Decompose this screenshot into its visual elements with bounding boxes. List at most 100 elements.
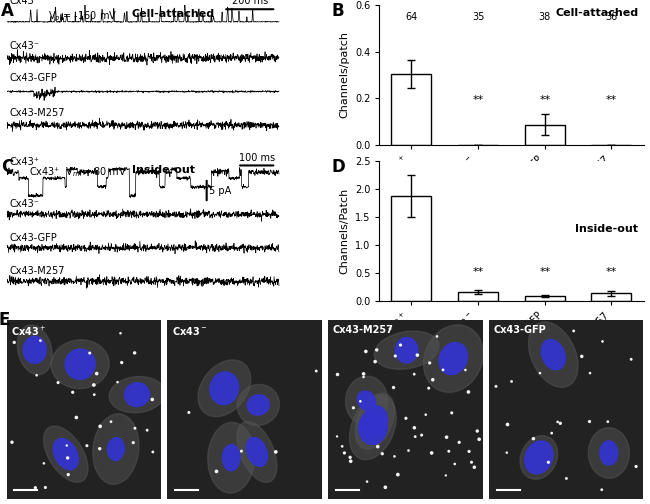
Point (400, 414, 411, 422)
Text: 5 pA: 5 pA (209, 185, 231, 196)
Ellipse shape (528, 322, 578, 388)
Point (211, 467, 222, 475)
Text: Cx43-GFP: Cx43-GFP (9, 73, 57, 83)
Point (460, 366, 471, 374)
Point (361, 347, 371, 355)
Text: Inside-out: Inside-out (575, 224, 638, 234)
Ellipse shape (246, 437, 268, 466)
Text: Cx43$^+$: Cx43$^+$ (11, 325, 46, 338)
Point (377, 450, 387, 458)
Ellipse shape (588, 428, 629, 478)
Point (390, 352, 400, 360)
Point (30, 484, 40, 492)
Point (147, 396, 157, 404)
Point (129, 349, 140, 357)
Text: **: ** (606, 95, 617, 105)
Point (444, 447, 454, 455)
Ellipse shape (541, 339, 566, 370)
Text: Cell-attached: Cell-attached (555, 8, 638, 18)
Point (410, 432, 421, 440)
Ellipse shape (44, 426, 88, 482)
Text: Cx43⁺: Cx43⁺ (9, 157, 39, 167)
Ellipse shape (359, 411, 387, 445)
Text: B: B (332, 2, 345, 20)
Point (332, 432, 343, 440)
Text: C: C (1, 158, 13, 176)
Point (372, 346, 382, 354)
Point (438, 366, 448, 374)
Bar (525, 296, 565, 301)
Point (388, 384, 398, 392)
Point (535, 369, 545, 377)
Point (428, 375, 438, 384)
Point (63, 471, 73, 479)
Text: **: ** (539, 267, 551, 277)
Point (447, 409, 457, 417)
Point (345, 453, 356, 461)
Point (236, 447, 246, 455)
Text: Cx43⁺  V$_m$ = 80 mV: Cx43⁺ V$_m$ = 80 mV (29, 165, 127, 179)
Ellipse shape (237, 385, 280, 425)
Ellipse shape (350, 396, 396, 460)
Point (472, 427, 482, 435)
Ellipse shape (346, 376, 387, 425)
Point (603, 418, 613, 426)
Ellipse shape (520, 435, 558, 479)
Point (404, 447, 414, 455)
Point (115, 329, 125, 337)
Point (450, 460, 460, 468)
Point (92, 369, 102, 377)
Point (184, 408, 194, 416)
Text: **: ** (473, 267, 484, 277)
Point (88, 381, 99, 389)
Point (502, 449, 512, 457)
Text: **: ** (473, 95, 484, 105)
Point (270, 448, 281, 456)
Point (71, 413, 81, 421)
Point (432, 333, 442, 341)
Point (372, 443, 383, 451)
Ellipse shape (210, 372, 239, 405)
Point (82, 442, 92, 450)
Ellipse shape (600, 441, 618, 465)
Point (106, 418, 116, 426)
Point (569, 327, 579, 335)
Ellipse shape (423, 325, 483, 392)
Text: Cx43⁻: Cx43⁻ (9, 200, 39, 209)
Point (577, 352, 587, 360)
Point (417, 431, 427, 439)
Ellipse shape (18, 325, 52, 375)
Ellipse shape (247, 395, 269, 415)
Point (142, 426, 152, 434)
Text: **: ** (539, 95, 551, 105)
Point (441, 471, 451, 479)
Text: A: A (1, 2, 14, 20)
Point (346, 457, 356, 465)
Point (502, 420, 513, 428)
Point (395, 341, 406, 349)
Text: Cx43-GFP: Cx43-GFP (9, 233, 57, 243)
Point (370, 357, 380, 365)
Y-axis label: Channels/patch: Channels/patch (339, 31, 350, 118)
Point (464, 448, 474, 456)
Point (424, 384, 434, 392)
Ellipse shape (51, 340, 109, 389)
Point (348, 404, 359, 412)
Text: Cx43-M257: Cx43-M257 (9, 108, 65, 118)
Point (148, 448, 158, 456)
Point (355, 397, 365, 405)
Text: Cx43⁻: Cx43⁻ (9, 41, 39, 51)
Ellipse shape (525, 441, 553, 474)
Point (380, 483, 391, 491)
Point (6, 438, 17, 446)
Ellipse shape (358, 391, 376, 411)
Ellipse shape (65, 349, 96, 380)
Point (528, 434, 539, 443)
Y-axis label: Channels/Patch: Channels/Patch (339, 188, 349, 274)
Point (466, 458, 476, 466)
Point (385, 325, 395, 333)
Text: 38: 38 (539, 12, 551, 22)
Point (311, 367, 322, 375)
Point (555, 419, 566, 427)
Ellipse shape (395, 338, 418, 363)
